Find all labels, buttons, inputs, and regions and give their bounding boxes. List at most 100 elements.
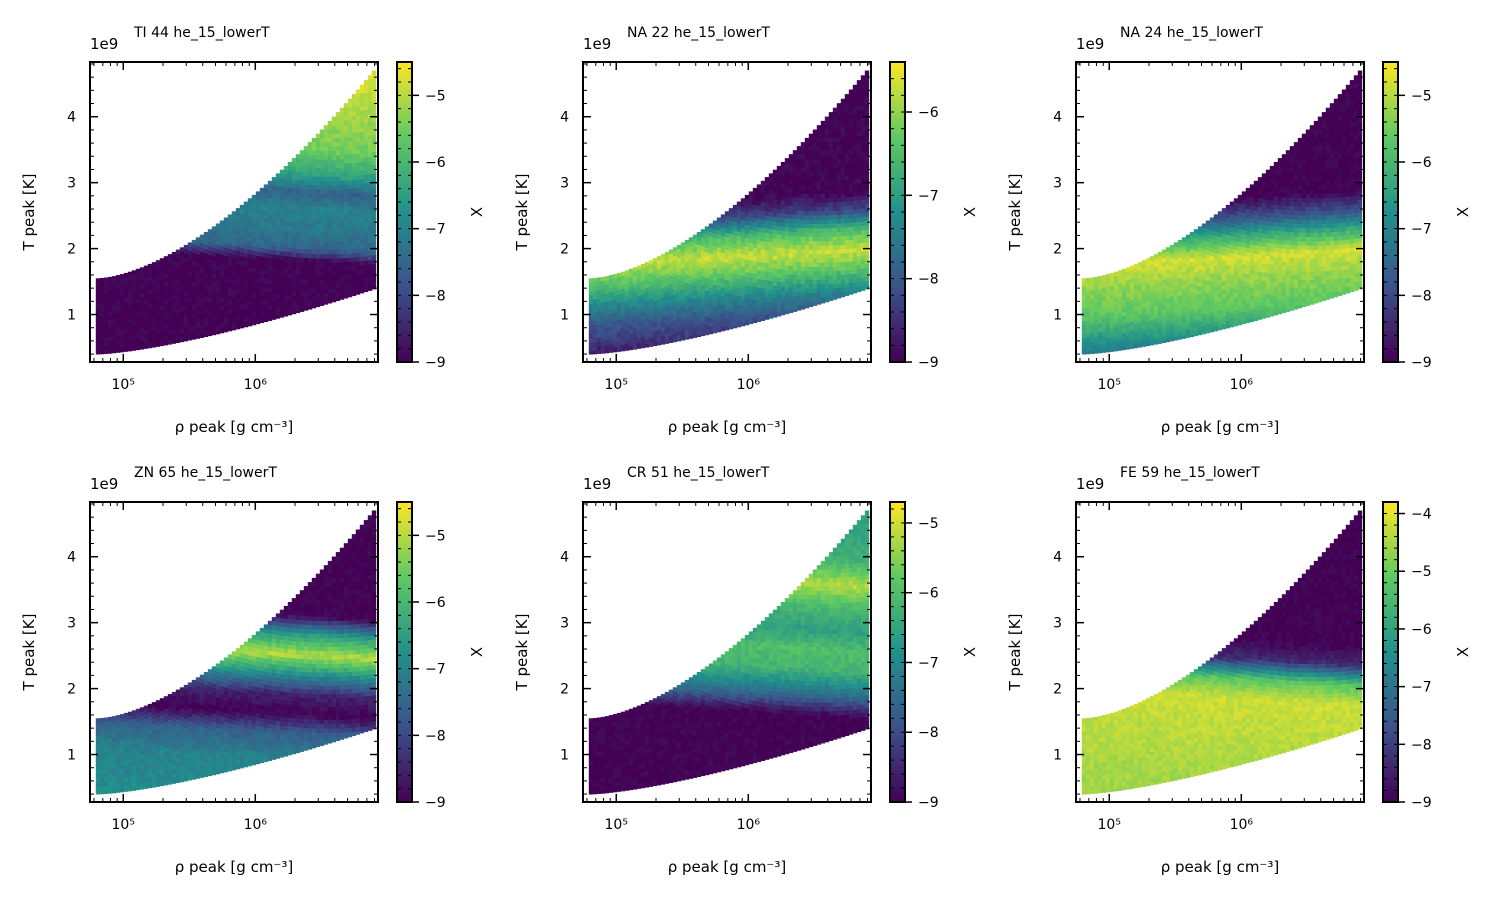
heatmap-cell (288, 171, 292, 176)
heatmap-cell (208, 259, 212, 264)
heatmap-cell (685, 266, 689, 271)
heatmap-cell (649, 265, 653, 270)
heatmap-cell (304, 249, 308, 254)
heatmap-cell (364, 209, 368, 214)
heatmap-cell (793, 215, 797, 220)
heatmap-cell (320, 216, 324, 221)
heatmap-cell (296, 184, 300, 189)
heatmap-cell (781, 282, 785, 287)
heatmap-cell (152, 327, 156, 332)
heatmap-cell (368, 209, 372, 214)
heatmap-cell (1154, 310, 1158, 315)
heatmap-cell (741, 228, 745, 233)
heatmap-cell (304, 211, 308, 216)
heatmap-cell (701, 255, 705, 260)
heatmap-cell (136, 342, 140, 347)
heatmap-cell (829, 254, 833, 259)
heatmap-cell (280, 213, 284, 218)
heatmap-cell (316, 241, 320, 246)
heatmap-cell (368, 183, 372, 188)
heatmap-cell (649, 260, 653, 265)
heatmap-cell (857, 291, 861, 292)
heatmap-cell (837, 108, 841, 113)
heatmap-cell (693, 261, 697, 266)
heatmap-cell (773, 213, 777, 218)
heatmap-cell (268, 310, 272, 315)
heatmap-cell (605, 328, 609, 333)
heatmap-cell (801, 271, 805, 276)
heatmap-cell (112, 349, 116, 353)
heatmap-cell (733, 287, 737, 292)
heatmap-cell (705, 239, 709, 244)
colorbar-label: X (468, 207, 486, 217)
heatmap-cell (837, 133, 841, 138)
heatmap-cell (1094, 303, 1098, 308)
heatmap-cell (693, 278, 697, 283)
heatmap-cell (757, 240, 761, 245)
heatmap-cell (853, 85, 857, 90)
heatmap-cell (260, 278, 264, 283)
heatmap-cell (829, 263, 833, 268)
heatmap-cell (833, 108, 837, 113)
x-tick-label: 10⁵ (112, 377, 135, 393)
heatmap-cell (356, 201, 360, 206)
heatmap-cell (228, 227, 232, 232)
heatmap-cell (833, 232, 837, 237)
heatmap-cell (316, 228, 320, 233)
heatmap-cell (296, 202, 300, 207)
heatmap-cell (1110, 294, 1114, 299)
heatmap-cell (284, 252, 288, 257)
heatmap-cell (124, 303, 128, 308)
heatmap-cell (841, 288, 845, 293)
heatmap-cell (793, 275, 797, 280)
heatmap-cell (661, 319, 665, 324)
heatmap-cell (853, 145, 857, 150)
heatmap-cell (364, 192, 368, 197)
heatmap-cell (344, 172, 348, 177)
heatmap-cell (813, 237, 817, 242)
heatmap-cell (332, 224, 336, 229)
heatmap-cell (1166, 247, 1170, 252)
heatmap-cell (316, 224, 320, 229)
heatmap-cell (364, 252, 368, 257)
heatmap-cell (813, 160, 817, 165)
heatmap-cell (645, 297, 649, 302)
heatmap-cell (272, 272, 276, 277)
heatmap-cell (833, 168, 837, 173)
heatmap-cell (148, 303, 152, 308)
heatmap-cell (364, 145, 368, 150)
heatmap-cell (809, 172, 813, 177)
heatmap-cell (340, 164, 344, 169)
heatmap-cell (332, 250, 336, 255)
heatmap-cell (785, 304, 789, 309)
heatmap-cell (276, 221, 280, 226)
heatmap-cell (745, 268, 749, 273)
heatmap-cell (360, 132, 364, 137)
heatmap-cell (837, 228, 841, 233)
heatmap-cell (260, 227, 264, 232)
heatmap-cell (773, 200, 777, 205)
heatmap-cell (833, 189, 837, 194)
heatmap-cell (124, 277, 128, 282)
heatmap-cell (296, 279, 300, 284)
heatmap-cell (312, 301, 316, 306)
heatmap-cell (348, 288, 352, 293)
heatmap-cell (288, 252, 292, 257)
heatmap-cell (140, 297, 144, 302)
heatmap-cell (1086, 300, 1090, 305)
heatmap-cell (597, 333, 601, 338)
heatmap-cell (104, 308, 108, 313)
heatmap-cell (340, 172, 344, 177)
heatmap-cell (1106, 347, 1110, 352)
heatmap-cell (148, 281, 152, 286)
heatmap-cell (737, 318, 741, 323)
heatmap-cell (152, 292, 156, 297)
heatmap-cell (593, 291, 597, 296)
heatmap-cell (837, 163, 841, 168)
heatmap-cell (240, 226, 244, 231)
heatmap-cell (372, 79, 376, 84)
heatmap-cell (332, 263, 336, 268)
heatmap-cell (749, 196, 753, 201)
heatmap-cell (340, 207, 344, 212)
heatmap-cell (108, 294, 112, 299)
